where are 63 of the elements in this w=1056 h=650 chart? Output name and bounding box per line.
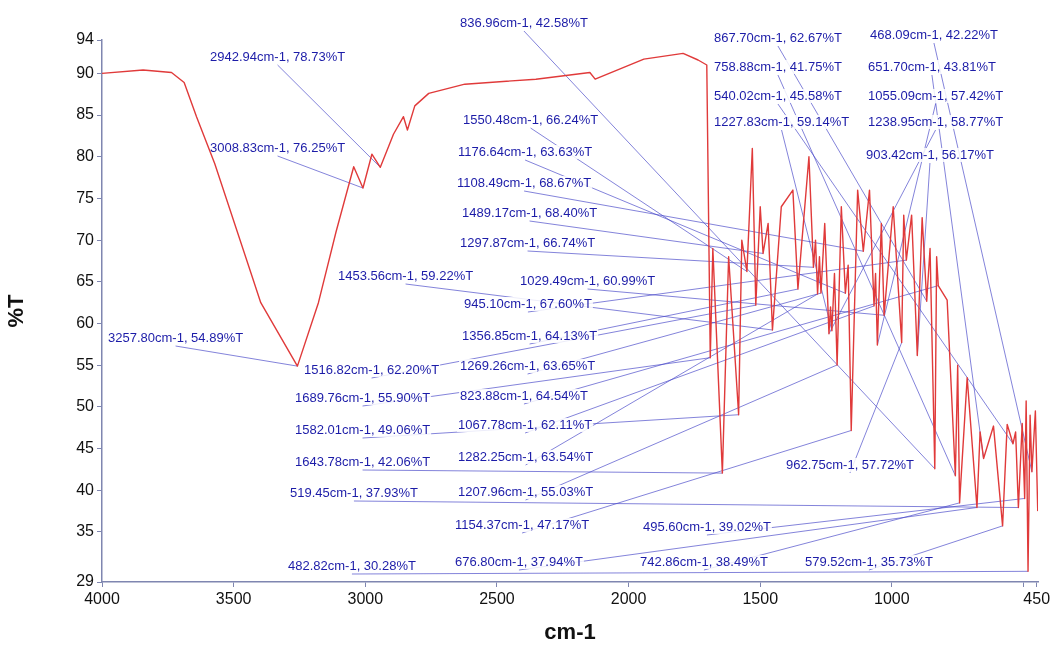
annotation: 1067.78cm-1, 62.11%T (458, 416, 593, 432)
y-tick-label: 55 (76, 355, 95, 373)
annotation: 903.42cm-1, 56.17%T (866, 146, 994, 162)
y-tick-label: 70 (76, 230, 95, 248)
x-tick-label: 2000 (610, 590, 647, 608)
x-axis-title: cm-1 (544, 618, 596, 644)
annotation: 676.80cm-1, 37.94%T (455, 553, 583, 569)
annotation: 468.09cm-1, 42.22%T (870, 26, 998, 42)
y-tick-label: 80 (76, 147, 95, 165)
annotation: 482.82cm-1, 30.28%T (288, 557, 416, 573)
x-tick-label: 1000 (874, 590, 910, 608)
annotation: 1643.78cm-1, 42.06%T (295, 453, 431, 469)
y-tick-label: 40 (76, 480, 95, 498)
y-tick-label: 94 (76, 30, 95, 48)
annotation: 1689.76cm-1, 55.90%T (295, 389, 431, 405)
annotation: 1297.87cm-1, 66.74%T (460, 234, 596, 250)
y-tick-label: 65 (76, 272, 95, 290)
annotation: 1582.01cm-1, 49.06%T (295, 421, 431, 437)
annotation: 519.45cm-1, 37.93%T (290, 484, 418, 500)
annotation: 1108.49cm-1, 68.67%T (457, 174, 592, 190)
annotation: 579.52cm-1, 35.73%T (805, 553, 933, 569)
annotation: 1282.25cm-1, 63.54%T (458, 448, 594, 464)
y-tick-label: 75 (76, 188, 95, 206)
annotation: 1238.95cm-1, 58.77%T (868, 113, 1004, 129)
annotation: 3257.80cm-1, 54.89%T (108, 329, 244, 345)
annotation: 1227.83cm-1, 59.14%T (714, 113, 850, 129)
annotation: 1154.37cm-1, 47.17%T (455, 516, 590, 532)
annotation: 867.70cm-1, 62.67%T (714, 29, 842, 45)
annotation: 540.02cm-1, 45.58%T (714, 87, 842, 103)
y-tick-label: 50 (76, 397, 95, 415)
annotation: 836.96cm-1, 42.58%T (460, 14, 588, 30)
y-tick-label: 29 (76, 572, 95, 590)
annotation: 1489.17cm-1, 68.40%T (462, 204, 598, 220)
x-tick-label: 4000 (84, 590, 120, 608)
annotation: 3008.83cm-1, 76.25%T (210, 139, 346, 155)
annotation: 1207.96cm-1, 55.03%T (458, 483, 594, 499)
y-tick-label: 85 (76, 105, 95, 123)
y-tick-label: 90 (76, 63, 95, 81)
y-axis-title: %T (3, 293, 29, 328)
annotation: 945.10cm-1, 67.60%T (464, 295, 592, 311)
annotation: 1176.64cm-1, 63.63%T (458, 143, 593, 159)
x-tick-label: 450 (1023, 590, 1051, 608)
annotation: 1453.56cm-1, 59.22%T (338, 267, 474, 283)
annotation: 1356.85cm-1, 64.13%T (462, 327, 598, 343)
y-tick-label: 45 (76, 438, 95, 456)
annotation: 1055.09cm-1, 57.42%T (868, 87, 1004, 103)
x-tick-label: 2500 (479, 590, 515, 608)
x-tick-label: 3500 (215, 590, 252, 608)
annotation: 742.86cm-1, 38.49%T (640, 553, 768, 569)
annotation: 758.88cm-1, 41.75%T (714, 58, 842, 74)
annotation: 1516.82cm-1, 62.20%T (304, 361, 440, 377)
y-tick-label: 60 (76, 313, 95, 331)
x-tick-label: 3000 (347, 590, 384, 608)
annotation: 1029.49cm-1, 60.99%T (520, 272, 656, 288)
annotation: 1269.26cm-1, 63.65%T (460, 357, 596, 373)
annotation: 651.70cm-1, 43.81%T (868, 58, 996, 74)
annotation: 2942.94cm-1, 78.73%T (210, 48, 346, 64)
annotation: 962.75cm-1, 57.72%T (786, 456, 914, 472)
x-tick-label: 1500 (742, 590, 779, 608)
y-tick-label: 35 (76, 522, 95, 540)
annotation: 495.60cm-1, 39.02%T (643, 518, 771, 534)
annotation: 823.88cm-1, 64.54%T (460, 387, 588, 403)
annotation: 1550.48cm-1, 66.24%T (463, 111, 599, 127)
